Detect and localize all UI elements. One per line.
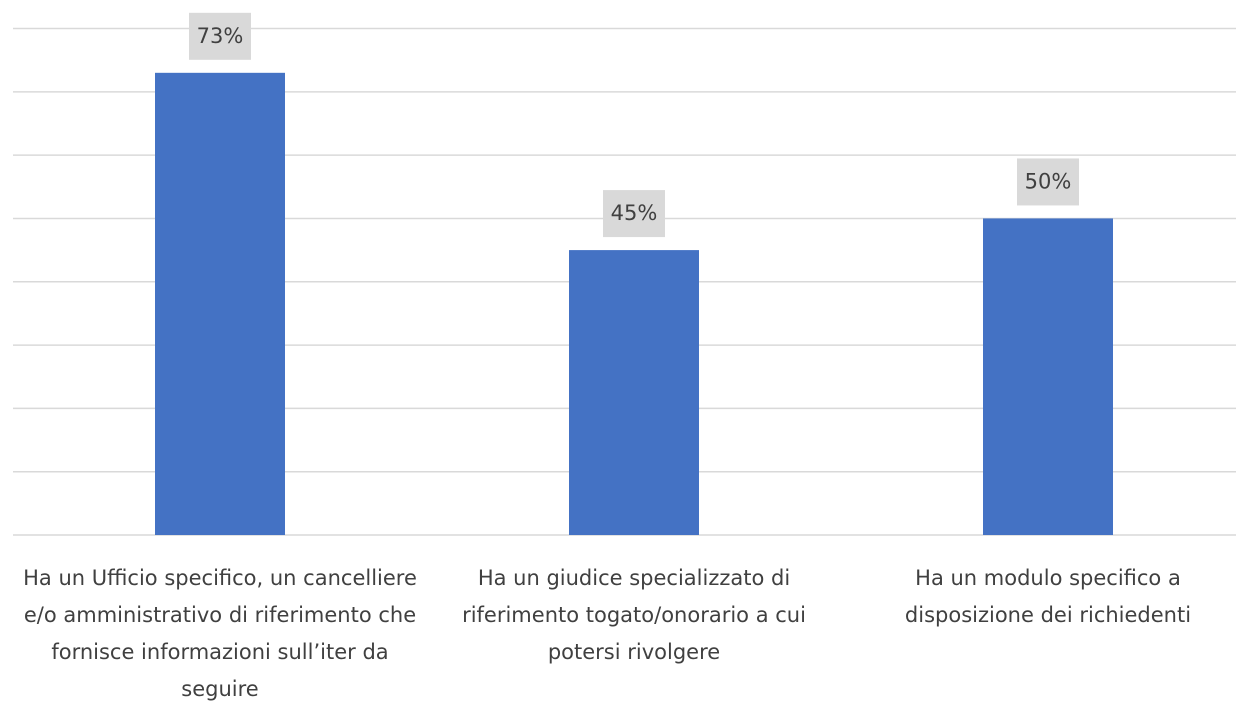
bar	[983, 218, 1113, 535]
bar	[155, 72, 285, 535]
x-tick-label: Ha un Ufficio specifico, un cancelliere …	[23, 566, 417, 701]
value-label-box	[603, 190, 665, 238]
x-tick-label: Ha un giudice specializzato di riferimen…	[462, 566, 806, 664]
value-label-box	[189, 12, 251, 60]
value-label-box	[1017, 158, 1079, 206]
value-label: 50%	[1025, 169, 1072, 193]
x-tick-label: Ha un modulo specifico a disposizione de…	[904, 566, 1192, 627]
value-label: 45%	[611, 201, 658, 225]
value-label: 73%	[197, 24, 244, 48]
bar	[569, 250, 699, 535]
